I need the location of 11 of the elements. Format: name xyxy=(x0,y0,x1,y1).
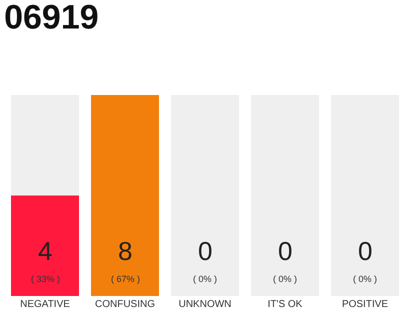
x-tick-label: POSITIVE xyxy=(342,299,388,310)
data-label: 4 ( 33% ) xyxy=(31,236,60,284)
annotation: 0 ( 0% ) xyxy=(353,236,378,284)
x-tick-label: IT'S OK xyxy=(268,299,303,310)
chart-title: 06919 xyxy=(4,0,99,37)
x-tick-label: NEGATIVE xyxy=(20,299,70,310)
annotation: 0 ( 0% ) xyxy=(193,236,218,284)
x-tick-label: UNKNOWN xyxy=(178,299,232,310)
data-label: 8 ( 67% ) xyxy=(111,236,140,284)
annotation: 0 ( 0% ) xyxy=(273,236,298,284)
x-tick-label: CONFUSING xyxy=(95,299,156,310)
